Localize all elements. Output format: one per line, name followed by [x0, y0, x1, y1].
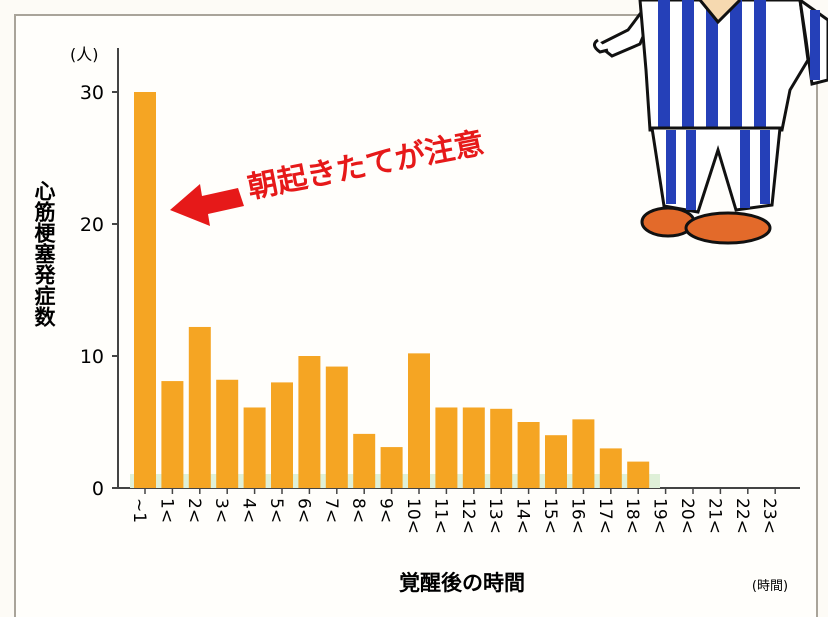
y-tick-label: 30: [80, 82, 104, 104]
pajama-man-illustration: [593, 0, 828, 245]
x-tick-label: 16<: [567, 498, 587, 534]
bar: [271, 382, 293, 488]
bar: [462, 407, 485, 488]
bar: [545, 435, 567, 488]
x-tick-label: 13<: [485, 498, 505, 534]
x-tick-label: 2<: [184, 498, 204, 523]
bar: [325, 366, 348, 488]
bar: [298, 356, 321, 488]
arrow-icon: [170, 184, 244, 226]
y-unit-label: (人): [70, 45, 99, 64]
bar: [572, 419, 595, 488]
y-tick-label: 20: [80, 214, 104, 236]
bar: [243, 407, 266, 488]
x-tick-label: 1<: [156, 498, 176, 523]
bar: [490, 408, 513, 488]
x-tick-label: 17<: [595, 498, 615, 534]
x-tick-label: 14<: [513, 498, 533, 534]
x-tick-label: 18<: [622, 498, 642, 534]
x-tick-label: 19<: [650, 498, 670, 534]
y-tick-label: 10: [80, 346, 104, 368]
x-tick-label: 21<: [704, 498, 724, 534]
bar: [408, 353, 430, 488]
x-tick-label: 15<: [540, 498, 560, 534]
x-tick-label: 20<: [677, 498, 697, 534]
x-tick-label: ~1: [129, 498, 149, 523]
x-tick-label: 5<: [266, 498, 286, 523]
bar: [627, 461, 650, 488]
x-tick-label: 11<: [430, 498, 450, 534]
x-tick-label: 10<: [403, 498, 423, 534]
bar: [161, 381, 184, 488]
bar: [216, 379, 239, 488]
bar: [353, 433, 376, 488]
bar: [599, 448, 622, 488]
y-tick-label: 0: [92, 478, 104, 500]
x-tick-label: 12<: [458, 498, 478, 534]
x-tick-label: 3<: [211, 498, 231, 523]
x-tick-label: 4<: [239, 498, 259, 523]
x-tick-label: 8<: [348, 498, 368, 523]
x-tick-label: 22<: [732, 498, 752, 534]
bar: [380, 447, 403, 488]
x-tick-label: 7<: [321, 498, 341, 523]
x-tick-label: 23<: [759, 498, 779, 534]
bar: [435, 407, 458, 488]
x-tick-label: 6<: [293, 498, 313, 523]
bar: [134, 92, 156, 488]
y-axis-title: 心筋梗塞発症数: [32, 180, 57, 328]
annotation-text: 朝起きたてが注意: [245, 126, 487, 206]
bar: [517, 422, 540, 488]
x-unit-label: (時間): [752, 579, 788, 594]
x-axis-title: 覚醒後の時間: [399, 571, 525, 595]
bar: [188, 326, 211, 488]
x-tick-label: 9<: [376, 498, 396, 523]
